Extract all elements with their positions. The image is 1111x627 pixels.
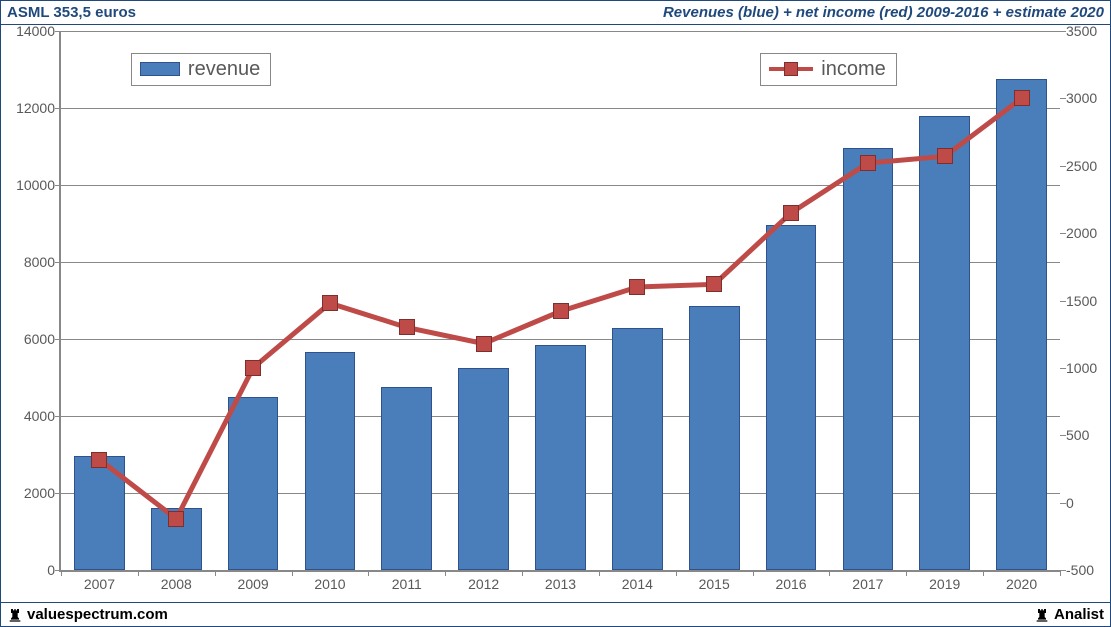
rook-icon (7, 607, 23, 623)
footer-right-text: Analist (1054, 606, 1104, 623)
x-tick-label: 2008 (161, 570, 192, 592)
income-marker (476, 336, 492, 352)
x-tick-label: 2009 (238, 570, 269, 592)
x-tick-label: 2017 (852, 570, 883, 592)
chart-footer: valuespectrum.com Analist (1, 602, 1110, 626)
revenue-bar (74, 456, 125, 570)
revenue-bar (381, 387, 432, 570)
legend-income-swatch (769, 61, 813, 77)
legend-revenue: revenue (131, 53, 271, 86)
legend-revenue-swatch (140, 62, 180, 76)
x-tick-label: 2012 (468, 570, 499, 592)
x-tick-label: 2014 (622, 570, 653, 592)
income-marker (937, 148, 953, 164)
header-left-title: ASML 353,5 euros (7, 4, 136, 21)
income-marker (91, 452, 107, 468)
footer-left-brand: valuespectrum.com (7, 606, 168, 623)
x-tick-label: 2007 (84, 570, 115, 592)
gridline (61, 339, 1060, 340)
plot-area: revenue income 0200040006000800010000120… (59, 31, 1060, 572)
x-tick-label: 2011 (392, 570, 422, 592)
revenue-bar (228, 397, 279, 570)
gridline (61, 108, 1060, 109)
revenue-bar (689, 306, 740, 570)
chart-header: ASML 353,5 euros Revenues (blue) + net i… (1, 1, 1110, 25)
header-right-title: Revenues (blue) + net income (red) 2009-… (663, 4, 1104, 21)
chart-frame: ASML 353,5 euros Revenues (blue) + net i… (0, 0, 1111, 627)
income-marker (706, 276, 722, 292)
x-tick-label: 2019 (929, 570, 960, 592)
revenue-bar (612, 328, 663, 570)
rook-icon (1034, 607, 1050, 623)
income-marker (399, 319, 415, 335)
income-marker (245, 360, 261, 376)
legend-income-label: income (821, 58, 885, 81)
legend-revenue-label: revenue (188, 58, 260, 81)
x-tick-label: 2015 (699, 570, 730, 592)
income-marker (629, 279, 645, 295)
income-marker (168, 511, 184, 527)
gridline (61, 31, 1060, 32)
gridline (61, 262, 1060, 263)
income-marker (860, 155, 876, 171)
plot-wrap: revenue income 0200040006000800010000120… (1, 25, 1110, 602)
x-tick-label: 2010 (314, 570, 345, 592)
x-tick-label: 2016 (775, 570, 806, 592)
revenue-bar (919, 116, 970, 570)
revenue-bar (766, 225, 817, 570)
footer-left-text: valuespectrum.com (27, 606, 168, 623)
x-tick-label: 2013 (545, 570, 576, 592)
revenue-bar (305, 352, 356, 570)
income-marker (553, 303, 569, 319)
revenue-bar (458, 368, 509, 570)
income-marker (1014, 90, 1030, 106)
footer-right-brand: Analist (1034, 606, 1104, 623)
income-marker (783, 205, 799, 221)
revenue-bar (535, 345, 586, 570)
revenue-bar (843, 148, 894, 570)
gridline (61, 185, 1060, 186)
income-marker (322, 295, 338, 311)
x-tick-label: 2020 (1006, 570, 1037, 592)
legend-income: income (760, 53, 896, 86)
revenue-bar (996, 79, 1047, 570)
